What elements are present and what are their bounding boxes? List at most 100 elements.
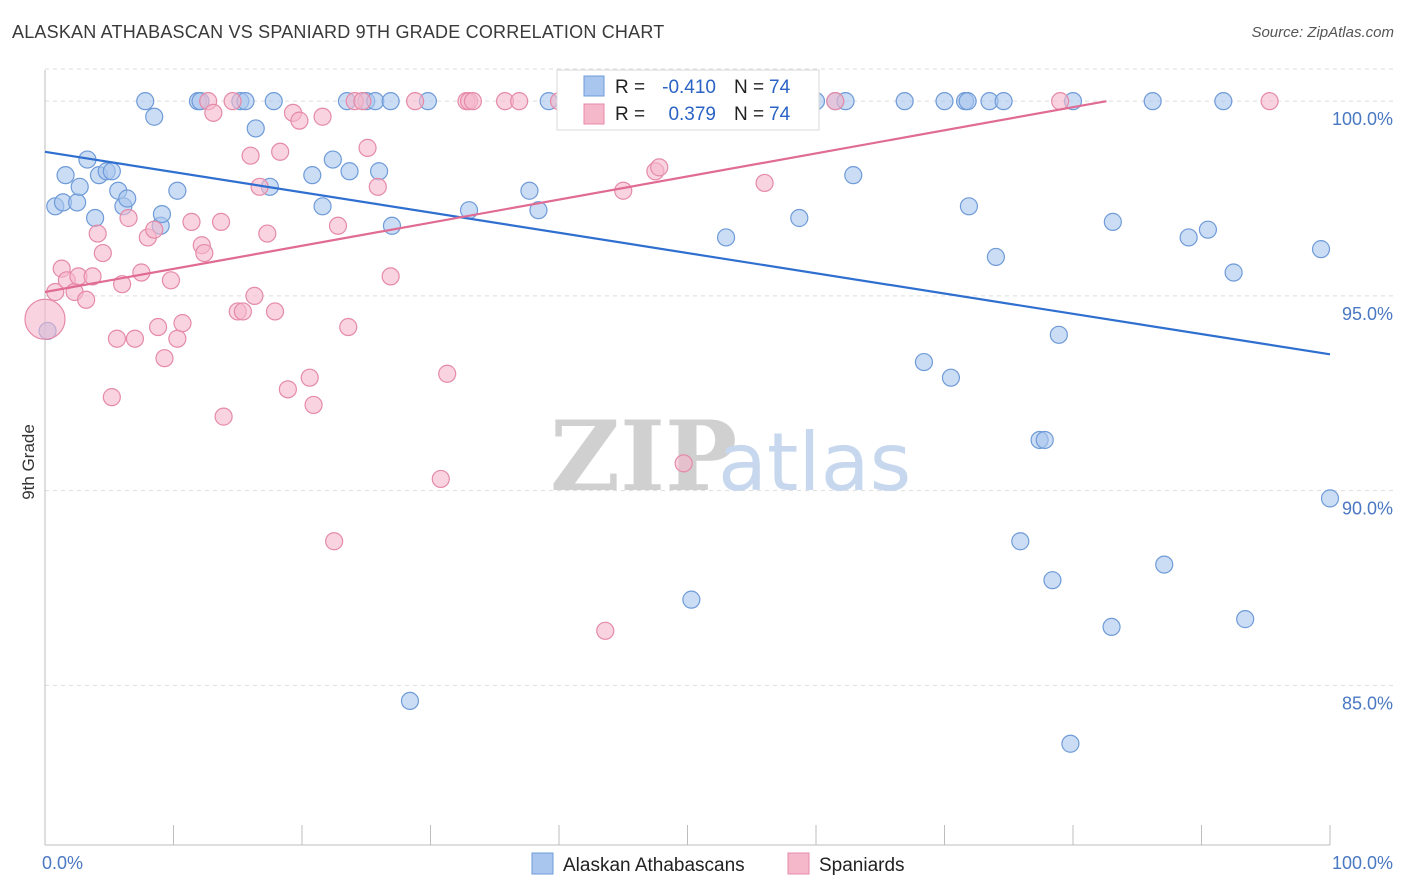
spaniard-point [145, 220, 164, 239]
x-tick-labels: 0.0% 100.0% [42, 853, 1393, 873]
spaniard-point [195, 243, 214, 263]
legend-row-blue: R = -0.410 N = 74 [583, 75, 791, 98]
legend-r-value: -0.410 [662, 77, 716, 98]
trend-lines [44, 100, 1331, 356]
spaniard-point [313, 107, 332, 126]
legend-r-label: R = [615, 104, 645, 125]
watermark-atlas: atlas [718, 416, 911, 509]
athabascan-point [152, 204, 172, 224]
spaniard-point [88, 224, 107, 243]
spaniard-point [24, 298, 66, 340]
correlation-legend: R = -0.410 N = 74 R = 0.379 N = 74 [556, 69, 820, 131]
athabascan-point [790, 208, 809, 228]
athabascan-point [1061, 734, 1080, 753]
legend-swatch-pink [583, 103, 605, 125]
athabascan-point [1214, 92, 1233, 111]
x-tick-label: 100.0% [1332, 853, 1393, 873]
y-tick-label: 100.0% [1332, 109, 1393, 129]
athabascan-point [520, 181, 539, 200]
spaniard-point [650, 158, 669, 177]
spaniard-point [168, 329, 187, 348]
athabascan-point [1236, 610, 1255, 629]
legend-r-value: 0.379 [668, 104, 716, 125]
athabascan-point [986, 247, 1006, 267]
legend-swatch-spaniards [787, 852, 810, 875]
y-tick-label: 90.0% [1342, 499, 1393, 519]
athabascan-point [303, 166, 322, 185]
spaniard-point [102, 388, 121, 407]
chart-title: ALASKAN ATHABASCAN VS SPANIARD 9TH GRADE… [12, 22, 665, 42]
source-label: Source: ZipAtlas.com [1251, 24, 1394, 41]
athabascan-point [168, 181, 187, 200]
spaniard-point [161, 271, 181, 290]
athabascan-point [340, 162, 359, 181]
athabascan-point [935, 92, 954, 111]
spaniard-point [155, 349, 174, 368]
athabascan-point [1179, 228, 1198, 247]
spaniard-point [368, 177, 387, 196]
spaniard-point [431, 469, 450, 489]
athabascan-point [716, 228, 736, 247]
watermark-zip: ZIP [550, 400, 737, 513]
spaniard-point [223, 92, 242, 111]
athabascan-point [56, 166, 75, 185]
spaniard-point [204, 103, 223, 122]
spaniard-point [1051, 92, 1070, 111]
y-tick-labels: 85.0% 90.0% 95.0% 100.0% [1332, 109, 1393, 713]
spaniard-point [77, 290, 96, 309]
spaniard-point [211, 212, 231, 231]
legend-swatch-blue [583, 75, 605, 97]
spaniard-point [381, 267, 400, 286]
athabascan-point [1011, 532, 1030, 551]
athabascan-point [145, 107, 164, 126]
spaniard-point [304, 395, 323, 415]
spaniard-trend-line [44, 100, 1107, 294]
athabascan-point [68, 193, 87, 212]
legend-n-label: N = [734, 104, 764, 125]
spaniard-point [358, 138, 377, 157]
spaniard-point [148, 317, 168, 337]
spaniard-point [83, 267, 102, 286]
spaniard-point [278, 380, 297, 399]
legend-label-spaniards: Spaniards [819, 855, 905, 876]
spaniard-point [438, 364, 457, 383]
spaniard-point [245, 286, 264, 305]
athabascan-point [381, 92, 400, 111]
legend-n-value: 74 [769, 77, 791, 98]
axes [44, 70, 1331, 846]
spaniard-point [182, 212, 201, 231]
athabascan-point [313, 197, 332, 216]
athabascan-point [844, 166, 863, 185]
spaniard-point [93, 243, 112, 263]
y-axis-title: 9th Grade [19, 424, 38, 500]
spaniard-point [674, 454, 693, 473]
athabascan-point [958, 92, 977, 111]
athabascan-point [264, 92, 283, 111]
athabascan-point [994, 92, 1013, 111]
athabascan-point [370, 162, 389, 181]
athabascan-point [959, 197, 979, 216]
athabascan-point [400, 691, 420, 711]
spaniard-point [510, 92, 529, 111]
spaniard-point [241, 146, 260, 165]
athabascan-point [1320, 489, 1340, 508]
spaniard-point [214, 407, 233, 426]
athabascan-point [1155, 555, 1174, 574]
athabascan-trend-line [44, 150, 1331, 356]
x-tick-label: 0.0% [42, 853, 83, 873]
athabascan-point [102, 162, 121, 181]
spaniard-point [119, 208, 138, 228]
legend-label-athabascans: Alaskan Athabascans [563, 855, 745, 876]
spaniard-point [265, 302, 285, 321]
athabascan-point [529, 201, 548, 220]
athabascan-point [1043, 571, 1062, 590]
spaniard-point [271, 142, 290, 161]
spaniard-point [755, 173, 774, 193]
legend-n-label: N = [734, 77, 764, 98]
series-legend: Alaskan Athabascans Spaniards [531, 852, 905, 876]
athabascan-point [682, 590, 701, 609]
athabascan-point [136, 92, 155, 111]
spaniard-point [325, 532, 344, 551]
athabascan-point [1198, 220, 1218, 239]
